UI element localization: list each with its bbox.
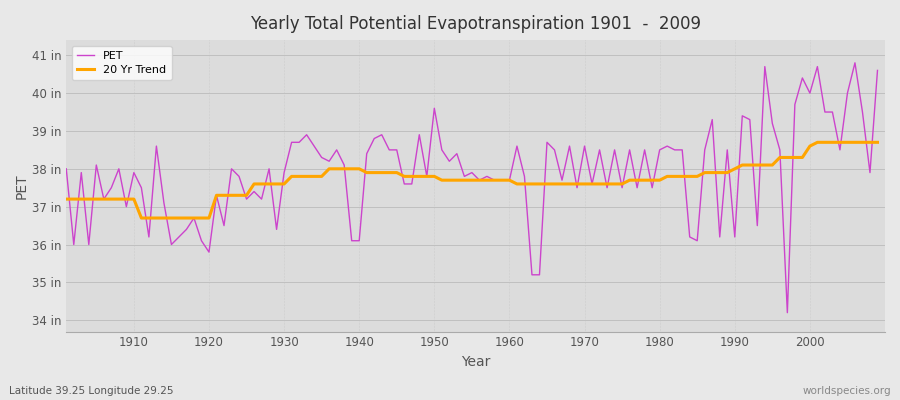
Title: Yearly Total Potential Evapotranspiration 1901  -  2009: Yearly Total Potential Evapotranspiratio… — [250, 15, 701, 33]
20 Yr Trend — [812, 140, 823, 145]
PET — [286, 140, 297, 145]
20 Yr Trend — [511, 182, 522, 186]
PET — [872, 68, 883, 73]
20 Yr Trend — [872, 140, 883, 145]
Line: 20 Yr Trend: 20 Yr Trend — [67, 142, 878, 218]
PET — [61, 166, 72, 171]
20 Yr Trend — [602, 182, 613, 186]
Text: Latitude 39.25 Longitude 29.25: Latitude 39.25 Longitude 29.25 — [9, 386, 174, 396]
Legend: PET, 20 Yr Trend: PET, 20 Yr Trend — [72, 46, 172, 80]
20 Yr Trend — [504, 178, 515, 182]
PET — [121, 204, 131, 209]
20 Yr Trend — [338, 166, 349, 171]
20 Yr Trend — [121, 197, 131, 202]
Line: PET: PET — [67, 63, 878, 313]
PET — [497, 178, 508, 182]
20 Yr Trend — [136, 216, 147, 220]
Text: worldspecies.org: worldspecies.org — [803, 386, 891, 396]
PET — [782, 310, 793, 315]
20 Yr Trend — [61, 197, 72, 202]
Y-axis label: PET: PET — [15, 173, 29, 199]
20 Yr Trend — [293, 174, 304, 179]
X-axis label: Year: Year — [461, 355, 491, 369]
PET — [504, 178, 515, 182]
PET — [850, 60, 860, 65]
PET — [594, 148, 605, 152]
PET — [331, 148, 342, 152]
